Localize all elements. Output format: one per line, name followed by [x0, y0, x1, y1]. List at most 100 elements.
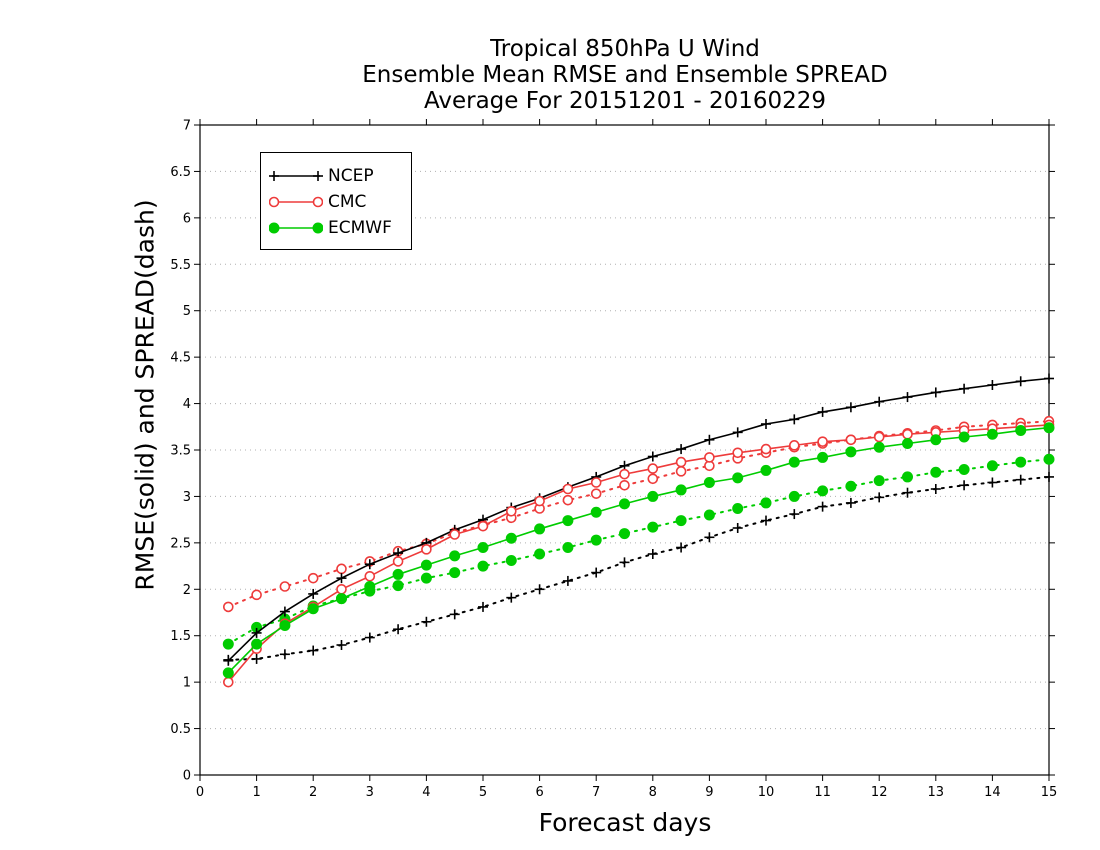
point-ecmwf-rmse-24	[902, 438, 913, 449]
series-ecmwf-rmse	[222, 422, 1055, 679]
point-cmc-spread-14	[619, 479, 630, 491]
series-ncep-rmse	[223, 373, 1054, 666]
point-ecmwf-spread-21	[817, 485, 829, 497]
line-cmc-spread	[227, 420, 1050, 608]
point-cmc-rmse-4	[336, 583, 347, 595]
point-ecmwf-rmse-29	[1043, 422, 1055, 434]
x-tick-label-0: 0	[196, 785, 204, 800]
point-cmc-rmse-8	[449, 529, 461, 540]
chart-title-line-3: Average For 20151201 - 20160229	[423, 88, 827, 114]
x-tick-label-14: 14	[984, 785, 1001, 800]
point-ncep-spread-9	[478, 601, 488, 612]
point-ecmwf-rmse-28	[1015, 425, 1027, 436]
x-tick-label-13: 13	[928, 785, 945, 800]
y-tick-label-0: 0	[183, 769, 191, 784]
point-ecmwf-spread-29	[1043, 453, 1055, 465]
y-tick-label-1: 0.5	[170, 722, 191, 737]
point-ncep-rmse-17	[704, 434, 715, 445]
point-cmc-rmse-17	[704, 452, 715, 463]
point-cmc-spread-4	[336, 563, 347, 575]
point-ecmwf-rmse-4	[336, 593, 347, 605]
point-ncep-spread-19	[761, 515, 771, 526]
legend-label-ecmwf: ECMWF	[328, 218, 392, 238]
legend: NCEP CMC ECMWF	[260, 152, 412, 250]
y-tick-label-11: 5.5	[170, 258, 191, 273]
point-cmc-rmse-7	[421, 544, 432, 555]
point-ecmwf-spread-8	[449, 567, 461, 579]
point-ecmwf-rmse-0	[222, 667, 234, 679]
x-tick-label-2: 2	[309, 785, 317, 800]
x-tick-label-15: 15	[1041, 785, 1058, 800]
point-ncep-spread-3	[308, 645, 319, 656]
point-cmc-spread-0	[223, 601, 234, 613]
point-cmc-rmse-12	[562, 483, 574, 495]
legend-marker-left-cmc	[269, 196, 280, 208]
point-ecmwf-spread-28	[1015, 456, 1027, 468]
point-ncep-spread-17	[704, 532, 715, 543]
y-tick-label-14: 7	[183, 119, 191, 134]
point-ecmwf-rmse-18	[732, 472, 744, 484]
point-ecmwf-spread-22	[845, 480, 857, 492]
x-tick-label-11: 11	[814, 785, 831, 800]
point-ecmwf-rmse-19	[760, 464, 772, 476]
point-ncep-spread-28	[1015, 474, 1026, 485]
y-axis-label: RMSE(solid) and SPREAD(dash)	[130, 199, 160, 591]
point-ncep-spread-26	[959, 480, 970, 491]
point-cmc-spread-15	[647, 473, 659, 485]
point-cmc-rmse-0	[223, 676, 234, 688]
y-tick-label-13: 6.5	[170, 165, 191, 180]
line-ecmwf-spread	[227, 458, 1050, 646]
y-tick-label-4: 2	[183, 583, 191, 598]
point-ecmwf-rmse-10	[505, 532, 517, 544]
point-ecmwf-spread-19	[760, 497, 772, 509]
chart-title-line-2: Ensemble Mean RMSE and Ensemble SPREAD	[362, 62, 888, 88]
point-ecmwf-spread-10	[505, 555, 517, 566]
point-ncep-spread-7	[421, 616, 432, 627]
point-ecmwf-rmse-7	[420, 559, 432, 571]
point-ncep-rmse-24	[902, 392, 913, 403]
legend-marker-right-ecmwf	[312, 222, 323, 234]
point-cmc-rmse-9	[477, 520, 489, 532]
point-ecmwf-spread-14	[619, 528, 630, 540]
point-ecmwf-spread-13	[590, 534, 602, 546]
x-tick-label-10: 10	[758, 785, 775, 800]
point-cmc-rmse-21	[817, 436, 828, 447]
x-tick-label-6: 6	[535, 785, 543, 800]
y-tick-label-7: 3.5	[170, 444, 191, 459]
x-tick-label-3: 3	[366, 785, 374, 800]
point-ncep-rmse-23	[874, 396, 885, 407]
point-cmc-spread-16	[675, 466, 687, 477]
y-tick-label-8: 4	[183, 397, 191, 412]
point-ncep-spread-12	[562, 575, 573, 586]
point-cmc-rmse-22	[845, 434, 857, 446]
point-ncep-rmse-18	[732, 427, 743, 438]
point-ncep-spread-14	[619, 557, 630, 568]
point-ecmwf-rmse-23	[873, 441, 885, 453]
point-ecmwf-spread-18	[732, 503, 744, 514]
point-ecmwf-rmse-17	[703, 477, 715, 488]
point-cmc-rmse-24	[902, 428, 913, 440]
point-ncep-spread-20	[789, 509, 800, 520]
x-tick-label-5: 5	[479, 785, 487, 800]
point-ncep-rmse-15	[647, 451, 658, 462]
point-ecmwf-rmse-27	[986, 428, 998, 440]
point-ncep-rmse-26	[959, 383, 970, 394]
point-cmc-rmse-18	[732, 447, 744, 459]
x-tick-label-1: 1	[252, 785, 260, 800]
point-cmc-spread-13	[590, 488, 602, 499]
point-ecmwf-spread-23	[873, 475, 885, 487]
point-ncep-rmse-25	[930, 387, 941, 398]
point-ecmwf-spread-26	[958, 464, 970, 475]
point-ncep-spread-18	[732, 523, 743, 533]
legend-label-ncep: NCEP	[328, 166, 374, 186]
point-ecmwf-rmse-13	[590, 506, 602, 518]
point-ncep-rmse-19	[761, 419, 771, 429]
point-ecmwf-rmse-22	[845, 446, 857, 458]
point-cmc-rmse-6	[392, 556, 404, 567]
point-ecmwf-spread-12	[562, 542, 574, 553]
point-ncep-spread-15	[647, 549, 658, 559]
point-ncep-spread-23	[874, 492, 885, 503]
legend-marker-left-ncep	[269, 171, 279, 181]
point-ncep-spread-21	[817, 501, 828, 512]
